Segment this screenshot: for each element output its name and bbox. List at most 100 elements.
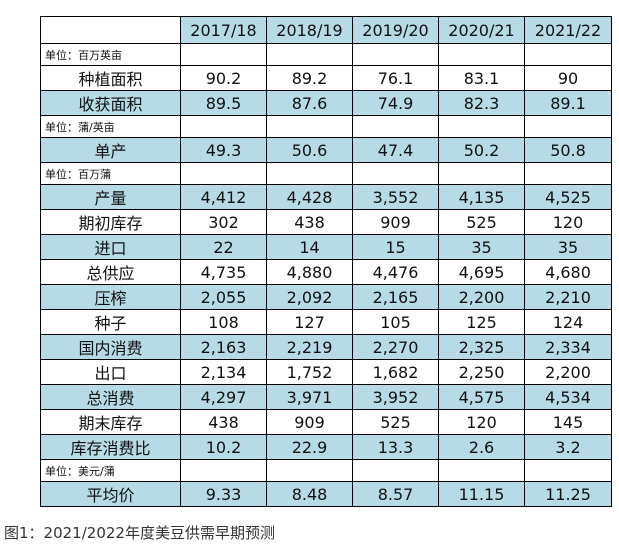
table-cell: 105 (352, 309, 439, 335)
row-label: 库存消费比 (40, 434, 181, 460)
table-cell: 2,165 (352, 284, 439, 310)
table-cell: 47.4 (352, 137, 439, 163)
table-cell: 909 (352, 209, 439, 235)
table-cell: 2.6 (438, 434, 525, 460)
corner-cell (40, 16, 181, 44)
table-cell: 35 (438, 234, 525, 260)
year-header: 2019/20 (352, 16, 439, 44)
unit-label: 单位：百万英亩 (40, 43, 181, 66)
table-cell: 2,055 (180, 284, 267, 310)
table-cell: 76.1 (352, 65, 439, 91)
table-cell: 3,971 (266, 384, 353, 410)
row-label: 种植面积 (40, 65, 181, 91)
table-row: 总供应 4,735 4,880 4,476 4,695 4,680 (40, 259, 612, 285)
table-row: 库存消费比 10.2 22.9 13.3 2.6 3.2 (40, 434, 612, 460)
table-cell: 50.2 (438, 137, 525, 163)
table-cell: 2,334 (524, 334, 612, 360)
table-cell: 4,534 (524, 384, 612, 410)
table-cell: 14 (266, 234, 353, 260)
table-cell: 909 (266, 409, 353, 435)
table-cell: 15 (352, 234, 439, 260)
table-row: 总消费 4,297 3,971 3,952 4,575 4,534 (40, 384, 612, 410)
table-row: 产量 4,412 4,428 3,552 4,135 4,525 (40, 184, 612, 210)
table-cell: 90.2 (180, 65, 267, 91)
table-cell: 13.3 (352, 434, 439, 460)
year-header: 2017/18 (180, 16, 267, 44)
unit-row: 单位：百万英亩 (40, 43, 612, 66)
supply-demand-table: 2017/18 2018/19 2019/20 2020/21 2021/22 … (40, 16, 612, 507)
row-label: 总供应 (40, 259, 181, 285)
year-header: 2020/21 (438, 16, 525, 44)
row-label: 种子 (40, 309, 181, 335)
table-row: 种植面积 90.2 89.2 76.1 83.1 90 (40, 65, 612, 91)
table-cell: 89.2 (266, 65, 353, 91)
unit-row: 单位：蒲/英亩 (40, 115, 612, 138)
year-header: 2021/22 (524, 16, 612, 44)
unit-label: 单位：蒲/英亩 (40, 115, 181, 138)
table-cell: 50.8 (524, 137, 612, 163)
table-cell: 4,680 (524, 259, 612, 285)
row-label: 收获面积 (40, 90, 181, 116)
row-label: 平均价 (40, 481, 181, 507)
table-cell: 2,250 (438, 359, 525, 385)
table-row: 单产 49.3 50.6 47.4 50.2 50.8 (40, 137, 612, 163)
row-label: 国内消费 (40, 334, 181, 360)
table-cell: 3,552 (352, 184, 439, 210)
table-cell: 4,135 (438, 184, 525, 210)
unit-row: 单位：美元/蒲 (40, 459, 612, 482)
table-cell: 127 (266, 309, 353, 335)
table-cell: 2,270 (352, 334, 439, 360)
row-label: 总消费 (40, 384, 181, 410)
unit-row: 单位：百万蒲 (40, 162, 612, 185)
table-cell: 3,952 (352, 384, 439, 410)
table-cell: 4,412 (180, 184, 267, 210)
table-cell: 4,575 (438, 384, 525, 410)
header-row: 2017/18 2018/19 2019/20 2020/21 2021/22 (40, 16, 612, 44)
table-cell: 4,695 (438, 259, 525, 285)
table-cell: 82.3 (438, 90, 525, 116)
year-header: 2018/19 (266, 16, 353, 44)
table-cell: 2,210 (524, 284, 612, 310)
row-label: 产量 (40, 184, 181, 210)
table-cell: 83.1 (438, 65, 525, 91)
figure-caption: 图1：2021/2022年度美豆供需早期预测 (4, 524, 275, 542)
table-cell: 4,297 (180, 384, 267, 410)
table-cell: 11.15 (438, 481, 525, 507)
row-label: 期末库存 (40, 409, 181, 435)
table-cell: 11.25 (524, 481, 612, 507)
table-cell: 8.48 (266, 481, 353, 507)
table-row: 期末库存 438 909 525 120 145 (40, 409, 612, 435)
row-label: 出口 (40, 359, 181, 385)
table-row: 期初库存 302 438 909 525 120 (40, 209, 612, 235)
table-cell: 89.1 (524, 90, 612, 116)
table-cell: 89.5 (180, 90, 267, 116)
table-cell: 90 (524, 65, 612, 91)
table-cell: 2,092 (266, 284, 353, 310)
table-cell: 125 (438, 309, 525, 335)
table-cell: 22 (180, 234, 267, 260)
table-cell: 10.2 (180, 434, 267, 460)
table-cell: 1,682 (352, 359, 439, 385)
row-label: 期初库存 (40, 209, 181, 235)
table-row: 收获面积 89.5 87.6 74.9 82.3 89.1 (40, 90, 612, 116)
table-cell: 49.3 (180, 137, 267, 163)
table-row: 进口 22 14 15 35 35 (40, 234, 612, 260)
table-cell: 3.2 (524, 434, 612, 460)
row-label: 进口 (40, 234, 181, 260)
table-cell: 1,752 (266, 359, 353, 385)
table-cell: 120 (438, 409, 525, 435)
table-cell: 302 (180, 209, 267, 235)
table-cell: 8.57 (352, 481, 439, 507)
table-cell: 87.6 (266, 90, 353, 116)
table-cell: 22.9 (266, 434, 353, 460)
unit-label: 单位：百万蒲 (40, 162, 181, 185)
row-label: 单产 (40, 137, 181, 163)
table-row: 平均价 9.33 8.48 8.57 11.15 11.25 (40, 481, 612, 507)
table-cell: 74.9 (352, 90, 439, 116)
row-label: 压榨 (40, 284, 181, 310)
table-row: 压榨 2,055 2,092 2,165 2,200 2,210 (40, 284, 612, 310)
table-cell: 2,134 (180, 359, 267, 385)
table-row: 国内消费 2,163 2,219 2,270 2,325 2,334 (40, 334, 612, 360)
table-row: 出口 2,134 1,752 1,682 2,250 2,200 (40, 359, 612, 385)
table-row: 种子 108 127 105 125 124 (40, 309, 612, 335)
